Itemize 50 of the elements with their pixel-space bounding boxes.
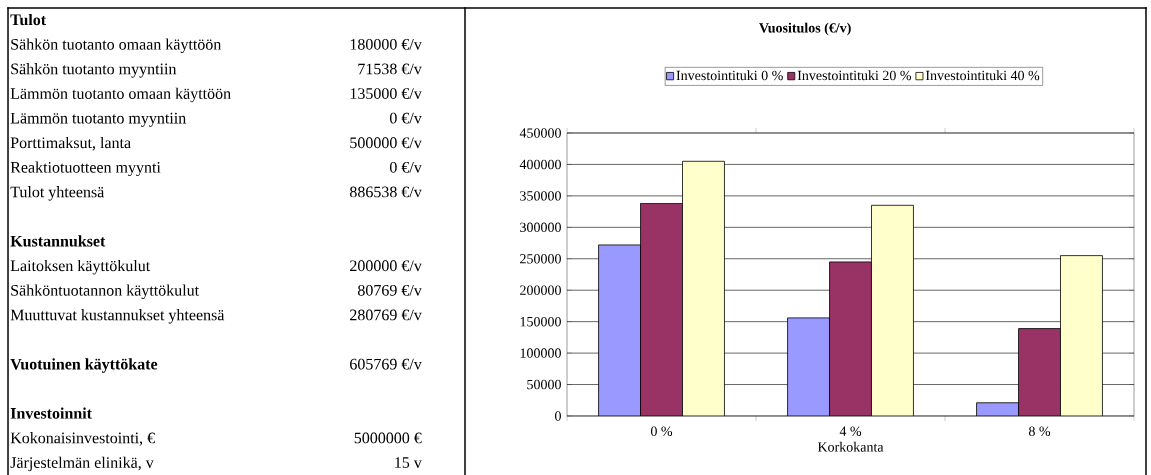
y-tick-label: 400000 xyxy=(519,159,561,170)
y-tick-label: 100000 xyxy=(520,348,561,358)
category-label: Sähkön tuotanto myyntiin xyxy=(11,63,177,78)
x-tick-label: 8 % xyxy=(1028,426,1051,437)
text: Kustannukset xyxy=(10,235,106,247)
text: 180000 €/v xyxy=(350,38,422,50)
y-tick-label: 350000 xyxy=(520,191,561,201)
y-tick-label: 450000 xyxy=(519,128,561,138)
category-label: Sähkön tuotanto omaan käyttöön xyxy=(11,38,222,54)
legend-label: Investointituki 20 % xyxy=(797,70,912,81)
legend-label: Investointituki 40 % xyxy=(925,70,1040,81)
text: 500000 €/v xyxy=(350,137,422,149)
category-label: Reaktiotuotteen myynti xyxy=(10,161,161,177)
text: 15 v xyxy=(395,457,422,468)
category-label: Porttimaksut, lanta xyxy=(10,136,131,151)
x-tick-label: 0 % xyxy=(650,426,673,437)
bar xyxy=(682,160,725,416)
text: 605769 €/v xyxy=(350,358,422,370)
text: 71538 €/v xyxy=(358,63,422,75)
y-tick-label: 200000 xyxy=(520,285,561,295)
text: Tulot xyxy=(10,13,47,26)
text: 80769 €/v xyxy=(357,284,422,296)
text: 5000000 € xyxy=(354,432,422,444)
category-label: Lämmön tuotanto omaan käyttöön xyxy=(10,87,231,103)
category-label: Sähköntuotannon käyttökulut xyxy=(11,284,200,300)
x-axis-title: Korkokanta xyxy=(817,441,884,452)
category-label: Laitoksen käyttökulut xyxy=(10,259,151,275)
category-label: Järjestelmän elinikä, v xyxy=(10,456,154,472)
bar xyxy=(871,204,914,416)
text: 0 €/v xyxy=(389,112,422,124)
text: Vuotuinen käyttökate xyxy=(10,358,158,373)
y-tick-label: 50000 xyxy=(527,379,561,390)
y-tick-label: 250000 xyxy=(520,254,561,264)
y-tick-label: 150000 xyxy=(520,316,561,327)
y-tick-label: 0 xyxy=(555,411,561,421)
category-label: Lämmön tuotanto myyntiin xyxy=(10,112,186,127)
text: 280769 €/v xyxy=(350,309,422,321)
chart-title: Vuositulos (€/v) xyxy=(759,22,851,36)
text: 200000 €/v xyxy=(350,260,422,272)
text: 886538 €/v xyxy=(349,186,422,198)
x-tick-label: 4 % xyxy=(839,426,862,437)
text: Investoinnit xyxy=(10,407,92,419)
category-label: Kokonaisinvestointi, € xyxy=(10,432,155,446)
text: 135000 €/v xyxy=(350,88,422,99)
category-label: Tulot yhteensä xyxy=(10,186,105,201)
text: 0 €/v xyxy=(389,161,422,173)
y-tick-label: 300000 xyxy=(520,222,561,233)
category-label: Muuttuvat kustannukset yhteensä xyxy=(10,309,225,324)
bar xyxy=(1060,255,1103,416)
legend-label: Investointituki 0 % xyxy=(676,70,783,81)
